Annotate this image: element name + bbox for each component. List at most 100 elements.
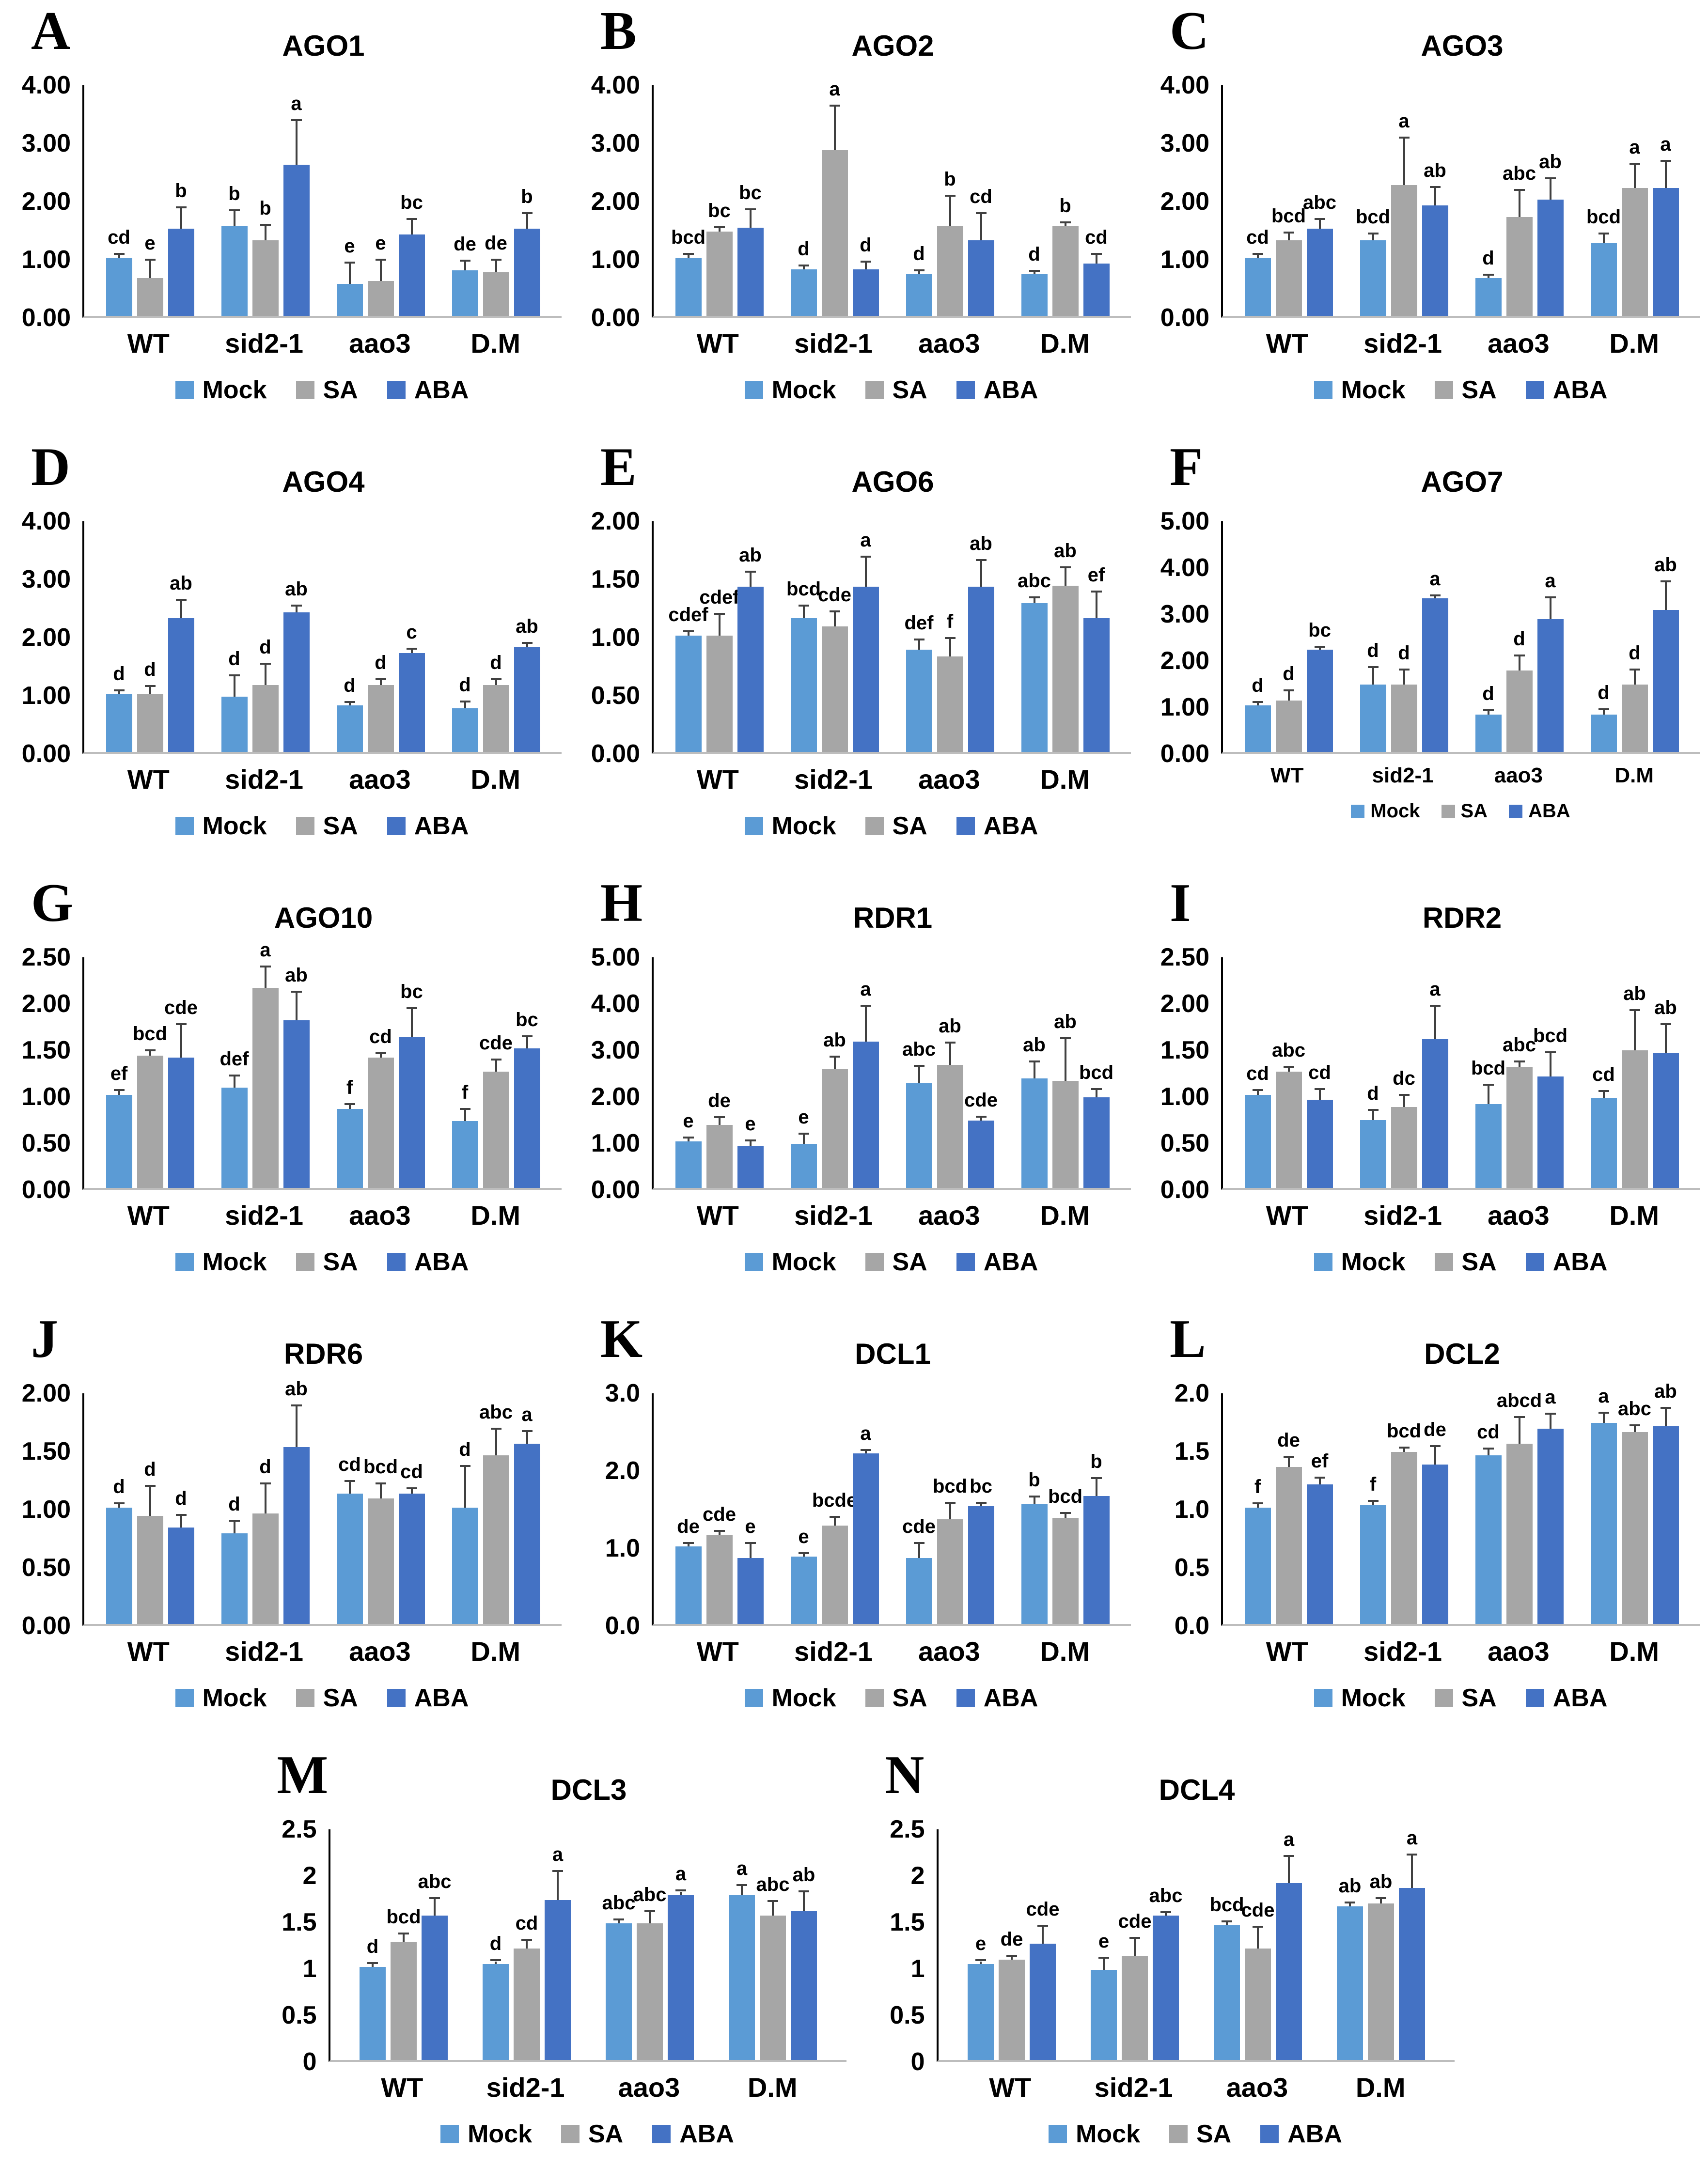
bar-aba-D.M: a <box>1399 1828 1425 2060</box>
error-bar <box>1318 1090 1321 1100</box>
legend-label: Mock <box>1341 376 1406 404</box>
bar <box>252 240 279 316</box>
y-tick-label: 1.5 <box>282 1908 317 1936</box>
error-bar <box>1226 1922 1228 1925</box>
y-tick-label: 3.00 <box>1160 600 1209 628</box>
error-bar <box>118 1091 120 1095</box>
significance-letter: a <box>1429 568 1441 590</box>
y-axis: 2.5 2 1.5 1 0.5 0 <box>246 1817 329 2074</box>
error-bar <box>864 558 867 587</box>
error-bar <box>749 210 752 228</box>
significance-letter: b <box>944 169 956 190</box>
error-bar <box>264 226 266 240</box>
error-bar-cap <box>1598 1411 1609 1414</box>
y-tick-label: 2.00 <box>21 990 71 1018</box>
significance-letter: bc <box>970 1476 992 1497</box>
bar-sa-sid2-1: a <box>821 79 848 316</box>
bar-sa-WT: cdef <box>699 521 739 752</box>
error-bar-cap <box>1091 591 1102 593</box>
error-bar <box>687 1138 689 1141</box>
error-bar <box>1095 1090 1097 1097</box>
error-bar <box>687 632 689 636</box>
bar-aba-aao3: cd <box>398 1393 425 1624</box>
bar <box>452 708 478 752</box>
y-tick-label: 1 <box>302 1955 317 1983</box>
error-bar <box>1372 1502 1374 1506</box>
bar <box>1391 1451 1417 1624</box>
bar-aba-sid2-1: ab <box>283 521 310 752</box>
bar-group-D.M: d b cd <box>1016 85 1115 316</box>
bar <box>1621 684 1648 752</box>
error-bar-cap <box>1660 1023 1671 1025</box>
y-tick-label: 4.00 <box>1160 71 1209 99</box>
legend-item-mock: Mock <box>1351 800 1420 822</box>
legend: Mock SA ABA <box>82 1684 562 1713</box>
bar-aba-D.M: ef <box>1083 521 1110 752</box>
x-axis-label-D.M: D.M <box>1040 328 1090 359</box>
legend-label: Mock <box>1341 1684 1406 1712</box>
error-bar-cap <box>1429 1445 1441 1448</box>
error-bar-cap <box>944 637 956 639</box>
y-tick-label: 3.00 <box>591 129 640 157</box>
bar-group-sid2-1: bcd cde a <box>785 521 884 752</box>
error-bar-cap <box>736 1884 747 1886</box>
bar-mock-WT: d <box>106 521 132 752</box>
bar <box>221 1087 248 1188</box>
legend-label: ABA <box>414 1248 469 1276</box>
x-axis-label-aao3: aao3 <box>349 1636 411 1667</box>
bar-sa-sid2-1: bcd <box>1387 1393 1421 1624</box>
legend-label: SA <box>1460 800 1488 822</box>
legend-label: SA <box>323 1684 358 1712</box>
y-tick-label: 1.00 <box>21 1083 71 1111</box>
legend-label: ABA <box>1552 1248 1608 1276</box>
error-bar-cap <box>1222 1920 1232 1922</box>
legend-item-sa: SA <box>296 811 358 841</box>
bar-aba-D.M: bcd <box>1079 957 1113 1188</box>
x-axis-label-D.M: D.M <box>470 1200 521 1231</box>
panel-row-2: D AGO4 4.00 3.00 2.00 1.00 0.00 d d ab d d ab d d c d d ab… <box>0 436 1708 872</box>
legend-item-sa: SA <box>1434 1684 1497 1713</box>
significance-letter: bc <box>516 1009 538 1030</box>
error-bar <box>1287 691 1290 701</box>
y-tick-label: 4.00 <box>1160 554 1209 582</box>
bar <box>1590 243 1617 316</box>
bar <box>1091 1969 1117 2060</box>
error-bar-cap <box>1598 1090 1609 1092</box>
x-axis-label-sid2-1: sid2-1 <box>225 764 304 795</box>
x-axis-labels: WT sid2-1 aao3 D.M <box>1221 1636 1700 1667</box>
x-axis-label-WT: WT <box>696 764 739 795</box>
error-bar <box>233 676 235 697</box>
error-bar-cap <box>1660 160 1671 162</box>
error-bar-cap <box>1367 233 1379 234</box>
legend-swatch-mock <box>175 381 194 399</box>
legend-swatch-mock <box>1314 1253 1332 1271</box>
significance-letter: b <box>228 183 240 204</box>
bar-sa-WT: de <box>1275 1393 1302 1624</box>
legend-swatch-aba <box>956 817 975 835</box>
legend-item-aba: ABA <box>387 375 469 405</box>
bar <box>790 1143 817 1188</box>
legend-swatch-aba <box>387 1689 406 1707</box>
significance-letter: cde <box>1241 1900 1275 1921</box>
error-bar <box>1256 1091 1259 1095</box>
y-tick-label: 1.00 <box>21 1496 71 1524</box>
bar-sa-WT: abc <box>1272 957 1305 1188</box>
bar <box>1306 1484 1333 1624</box>
significance-letter: abc <box>902 1039 936 1060</box>
bar <box>906 649 932 752</box>
bar-sa-aao3: b <box>937 85 963 316</box>
bar <box>168 1058 194 1188</box>
x-axis-label-WT: WT <box>127 328 170 359</box>
legend-item-sa: SA <box>1441 800 1488 822</box>
bar-sa-aao3: abc <box>633 1829 666 2060</box>
error-bar <box>403 1934 405 1942</box>
bar <box>106 258 132 316</box>
significance-letter: b <box>1059 195 1071 217</box>
bar-aba-WT: e <box>737 1393 764 1624</box>
significance-letter: a <box>860 530 871 551</box>
legend-swatch-sa <box>1169 2125 1188 2143</box>
significance-letter: ab <box>285 578 308 600</box>
bar <box>1122 1955 1148 2060</box>
error-bar-cap <box>175 1023 187 1025</box>
legend-swatch-sa <box>865 381 884 399</box>
